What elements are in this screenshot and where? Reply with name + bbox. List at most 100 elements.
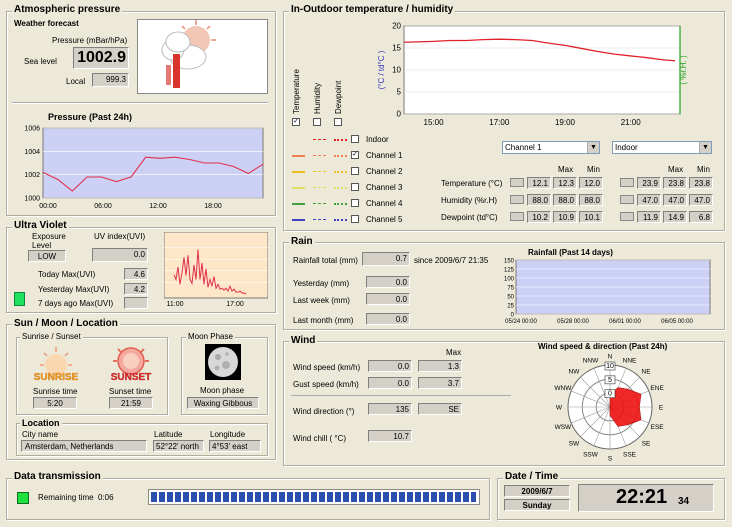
x-tick-label: 05/28 00:00 xyxy=(557,319,589,325)
local-label: Local xyxy=(66,77,86,86)
reading-value: 12.3 xyxy=(553,177,577,189)
uv-line xyxy=(173,249,247,295)
y-tick-label: 0 xyxy=(397,110,402,119)
wind-divider xyxy=(291,395,511,396)
forecast-label: Weather forecast xyxy=(14,19,79,28)
channel-select-a[interactable]: Channel 1 ▼ xyxy=(502,141,600,154)
reading-value: 23.9 xyxy=(637,177,661,189)
temp-panel xyxy=(283,11,725,231)
channel-line xyxy=(292,171,305,173)
y-tick-label: 1002 xyxy=(24,172,40,179)
x-tick-label: 17:00 xyxy=(226,301,244,308)
channel-line xyxy=(313,203,326,204)
reading-value: 10.9 xyxy=(553,211,577,223)
uv-level-indicator xyxy=(14,292,25,306)
time-box xyxy=(578,484,714,512)
temp-col-temperature: Temperature xyxy=(292,69,301,114)
location-group xyxy=(16,423,268,456)
uv-yesterday-value: 4.2 xyxy=(124,283,148,295)
ring-label-box xyxy=(604,389,616,399)
reading-value: 23.8 xyxy=(663,177,687,189)
chevron-down-icon[interactable]: ▼ xyxy=(699,142,711,153)
channel-label: Channel 4 xyxy=(366,199,403,208)
pressure-chart: 1000 1002 1004 1006 00:00 06:00 12:00 18:00 xyxy=(13,124,268,211)
reading-value: 12.0 xyxy=(579,177,603,189)
pressure-title: Atmospheric pressure xyxy=(12,4,123,15)
transmission-status-icon xyxy=(17,492,29,504)
latitude-value: 52°22' north xyxy=(153,440,204,452)
channel-line xyxy=(313,219,326,220)
chevron-down-icon[interactable]: ▼ xyxy=(587,142,599,153)
direction-label: N xyxy=(608,354,613,361)
direction-label: NNW xyxy=(583,357,599,364)
reading-label: Temperature (°C) xyxy=(441,179,503,188)
reading-label: Humidity (%r.H) xyxy=(441,196,498,205)
sunset-image-text: SUNSET xyxy=(111,372,152,383)
dewpoint-checkbox[interactable] xyxy=(334,118,342,126)
wind-area xyxy=(609,387,642,427)
channel-checkbox[interactable] xyxy=(351,183,359,191)
channel-line xyxy=(334,155,347,157)
trend-arrow-icon xyxy=(510,212,524,221)
channel-select-b[interactable]: Indoor ▼ xyxy=(612,141,712,154)
rain-month-value: 0.0 xyxy=(366,313,410,325)
channel-line xyxy=(334,187,347,189)
sealevel-value: 1002.9 xyxy=(73,47,129,69)
uv-week-label: 7 days ago Max(UVI) xyxy=(38,299,114,308)
reading-value: 11.9 xyxy=(637,211,661,223)
channel-line xyxy=(292,187,305,189)
rain-total-label: Rainfall total (mm) xyxy=(293,256,358,265)
uv-today-label: Today Max(UVI) xyxy=(38,270,96,279)
wind-title: Wind xyxy=(289,335,318,346)
uv-chart: 11:00 17:00 xyxy=(163,231,269,308)
channel-label: Indoor xyxy=(366,135,389,144)
humidity-checkbox[interactable] xyxy=(313,118,321,126)
channel-label: Channel 5 xyxy=(366,215,403,224)
y-tick-label: 1006 xyxy=(24,126,40,133)
datetime-panel xyxy=(497,478,725,520)
temp-max-label-a: Max xyxy=(558,165,574,174)
uv-yesterday-label: Yesterday Max(UVI) xyxy=(38,285,110,294)
temp-col-dewpoint: Dewpoint xyxy=(334,80,343,114)
reading-value: 88.0 xyxy=(579,194,603,206)
direction-label: ESE xyxy=(651,424,665,431)
reading-value: 47.0 xyxy=(637,194,661,206)
sealevel-label: Sea level xyxy=(24,57,57,66)
remaining-label: Remaining time xyxy=(38,493,94,502)
reading-value: 47.0 xyxy=(689,194,713,206)
pressure-units-label: Pressure (mBar/hPa) xyxy=(52,36,128,45)
y-tick-label: 5 xyxy=(397,88,402,97)
y-tick-label: 1000 xyxy=(24,196,40,203)
transmission-progress-fill xyxy=(151,492,476,502)
reading-value: 23.8 xyxy=(689,177,713,189)
latitude-label: Latitude xyxy=(154,430,183,439)
wind-chill-value: 10.7 xyxy=(368,430,412,442)
temperature-checkbox[interactable]: ✓ xyxy=(292,118,300,126)
channel-checkbox[interactable]: ✓ xyxy=(351,151,359,159)
channel-line xyxy=(292,155,305,157)
channel-checkbox[interactable] xyxy=(351,167,359,175)
direction-label: ENE xyxy=(650,385,664,392)
uv-today-value: 4.6 xyxy=(124,268,148,280)
temp-title: In-Outdoor temperature / humidity xyxy=(289,4,456,15)
forecast-image xyxy=(137,19,268,94)
local-value: 999.3 xyxy=(92,73,129,87)
channel-select-b-value: Indoor xyxy=(615,143,638,152)
sunrise-image-text: SUNRISE xyxy=(34,372,79,383)
direction-label: SW xyxy=(569,441,580,448)
reading-value: 10.1 xyxy=(579,211,603,223)
sunset-image: SUNSET xyxy=(105,345,157,385)
channel-label: Channel 2 xyxy=(366,167,403,176)
direction-label: SSE xyxy=(623,452,637,459)
channel-checkbox[interactable] xyxy=(351,199,359,207)
wind-direction-value: 135 xyxy=(368,403,412,415)
y-tick-label: 15 xyxy=(392,44,401,53)
temperature-line xyxy=(403,38,676,62)
trend-arrow-icon xyxy=(620,212,634,221)
channel-checkbox[interactable] xyxy=(351,215,359,223)
rain-week-label: Last week (mm) xyxy=(293,296,350,305)
exposure-value: LOW xyxy=(28,250,66,262)
channel-line xyxy=(292,139,305,141)
pressure-line xyxy=(42,156,264,192)
channel-checkbox[interactable] xyxy=(351,135,359,143)
